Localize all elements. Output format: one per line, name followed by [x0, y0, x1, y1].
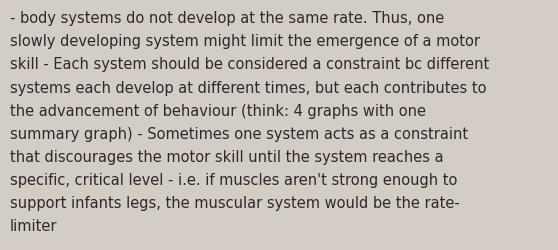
Text: support infants legs, the muscular system would be the rate-: support infants legs, the muscular syste…	[10, 195, 460, 210]
Text: the advancement of behaviour (think: 4 graphs with one: the advancement of behaviour (think: 4 g…	[10, 103, 426, 118]
Text: slowly developing system might limit the emergence of a motor: slowly developing system might limit the…	[10, 34, 480, 49]
Text: systems each develop at different times, but each contributes to: systems each develop at different times,…	[10, 80, 487, 95]
Text: summary graph) - Sometimes one system acts as a constraint: summary graph) - Sometimes one system ac…	[10, 126, 468, 141]
Text: specific, critical level - i.e. if muscles aren't strong enough to: specific, critical level - i.e. if muscl…	[10, 172, 458, 187]
Text: that discourages the motor skill until the system reaches a: that discourages the motor skill until t…	[10, 149, 444, 164]
Text: - body systems do not develop at the same rate. Thus, one: - body systems do not develop at the sam…	[10, 11, 444, 26]
Text: limiter: limiter	[10, 218, 57, 233]
Text: skill - Each system should be considered a constraint bc different: skill - Each system should be considered…	[10, 57, 489, 72]
